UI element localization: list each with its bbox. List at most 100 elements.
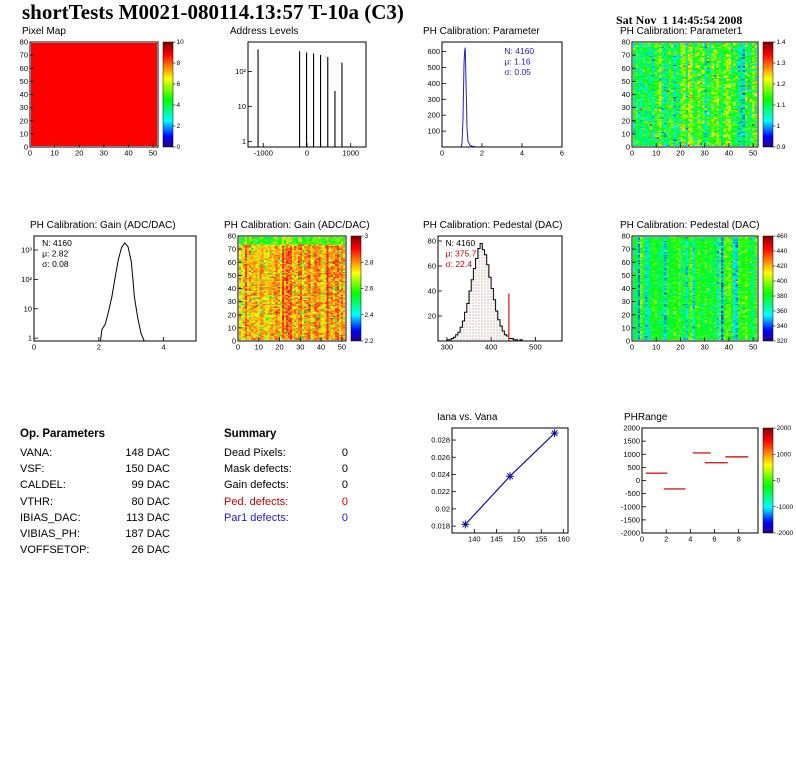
gain-map-panel: PH Calibration: Gain (ADC/DAC) 0 10 20 30 40… (216, 220, 382, 354)
svg-text:1.2: 1.2 (777, 81, 786, 88)
svg-text:σ: 0.05: σ: 0.05 (504, 67, 531, 77)
ph-parameter1-map-chart: 0 10 20 30 40 50 0 10 20 30 40 50 60 70 80 1.4 1.3 1.2 1.1… (610, 39, 794, 160)
summary-value: 0 (341, 447, 348, 459)
gain-map-title: PH Calibration: Gain (ADC/DAC) (224, 220, 370, 231)
svg-text:150: 150 (513, 535, 526, 544)
svg-text:10: 10 (20, 129, 28, 138)
summary-row-dead-pixels: Dead Pixels: 0 (224, 447, 348, 459)
param-value: 26 DAC (131, 544, 170, 557)
param-value: 148 DAC (125, 447, 170, 459)
svg-text:μ: 375.7: μ: 375.7 (445, 249, 476, 259)
svg-text:200: 200 (427, 111, 440, 120)
gain-hist-title: PH Calibration: Gain (ADC/DAC) (30, 220, 176, 231)
svg-text:0: 0 (636, 476, 640, 485)
svg-text:0: 0 (236, 343, 240, 352)
svg-text:10: 10 (24, 304, 32, 313)
param-value: 113 DAC (126, 511, 170, 524)
svg-text:-1000: -1000 (621, 502, 640, 511)
param-value: 150 DAC (125, 463, 170, 476)
svg-text:N: 4160: N: 4160 (42, 238, 72, 248)
svg-text:40: 40 (725, 149, 733, 158)
ph_calibration_pedestal_map-canvas (633, 237, 757, 340)
svg-text:N: 4160: N: 4160 (504, 46, 534, 56)
summary-label: Gain defects: (224, 479, 289, 492)
svg-text:50: 50 (338, 343, 346, 352)
svg-text:10: 10 (622, 323, 630, 332)
iana-vs-vana-panel: Iana vs. Vana 140 145 150 155 160 0.018 0.02 0.… (418, 412, 576, 546)
svg-text:20: 20 (676, 343, 684, 352)
svg-text:0: 0 (232, 337, 236, 346)
param-row-ibias-dac: IBIAS_DAC: 113 DAC (20, 512, 170, 524)
svg-text:8: 8 (737, 535, 741, 544)
svg-text:20: 20 (275, 343, 283, 352)
pixel-map-panel: Pixel Map 0 10 20 30 40 50 0 10 20 30 40 50 60 70 80 10… (8, 26, 194, 160)
param-label: CALDEL: (20, 479, 66, 492)
svg-text:10: 10 (177, 39, 185, 46)
pedestal-map-chart: 0 10 20 30 40 50 0 10 20 30 40 50 60 70 80 460 440 420 400… (610, 233, 794, 354)
svg-text:1: 1 (777, 123, 781, 130)
svg-text:0: 0 (24, 143, 28, 152)
svg-text:155: 155 (535, 535, 548, 544)
svg-text:460: 460 (777, 233, 788, 240)
param-row-voffsetop: VOFFSETOP: 26 DAC (20, 544, 170, 556)
svg-text:420: 420 (777, 263, 788, 270)
svg-text:1.1: 1.1 (777, 102, 786, 109)
param-row-vibias-ph: VIBIAS_PH: 187 DAC (20, 528, 170, 540)
svg-text:μ: 1.16: μ: 1.16 (504, 57, 530, 67)
gain-hist-panel: PH Calibration: Gain (ADC/DAC) 0 2 4 1 10 10²… (8, 220, 206, 354)
svg-text:0: 0 (626, 337, 630, 346)
param-label: VTHR: (20, 495, 53, 508)
svg-text:2.8: 2.8 (365, 259, 374, 266)
svg-text:1000: 1000 (342, 149, 359, 158)
param-row-caldel: CALDEL: 99 DAC (20, 479, 170, 491)
svg-text:70: 70 (622, 245, 630, 254)
svg-text:20: 20 (676, 149, 684, 158)
pixel_map-canvas (31, 43, 157, 146)
iana-vs-vana-chart: 140 145 150 155 160 0.018 0.02 0.022 0.024 0.026 0… (418, 425, 576, 546)
address-levels-title: Address Levels (230, 26, 299, 37)
svg-text:10²: 10² (235, 67, 246, 76)
svg-text:0.028: 0.028 (431, 436, 450, 445)
svg-text:160: 160 (557, 535, 570, 544)
svg-text:50: 50 (622, 271, 630, 280)
svg-text:70: 70 (228, 245, 236, 254)
svg-text:8: 8 (177, 60, 181, 67)
svg-text:20: 20 (75, 149, 83, 158)
svg-text:0.026: 0.026 (431, 453, 450, 462)
ph_calibration_parameter1-canvas (633, 43, 757, 146)
pixel-map-chart: 0 10 20 30 40 50 0 10 20 30 40 50 60 70 80 10 8 6 4 2 0 (8, 39, 194, 160)
summary-label: Par1 defects: (224, 511, 289, 524)
svg-text:1: 1 (28, 334, 32, 343)
svg-text:1: 1 (242, 137, 246, 146)
svg-text:30: 30 (622, 103, 630, 112)
phrange-title: PHRange (624, 412, 668, 423)
summary-value: 0 (341, 463, 348, 476)
svg-text:320: 320 (777, 338, 788, 345)
svg-text:80: 80 (622, 233, 630, 241)
param-label: VANA: (20, 447, 53, 459)
svg-text:40: 40 (622, 90, 630, 99)
svg-text:0: 0 (177, 144, 181, 151)
svg-text:2: 2 (97, 343, 101, 352)
svg-text:-1000: -1000 (254, 149, 273, 158)
address_levels-svg: -1000 0 1000 1 10 10² (235, 41, 367, 158)
svg-text:500: 500 (529, 343, 542, 352)
svg-text:60: 60 (20, 64, 28, 73)
svg-text:2000: 2000 (623, 425, 640, 433)
svg-text:0.9: 0.9 (777, 144, 786, 151)
iana_vs_vana-svg: 140 145 150 155 160 0.018 0.02 0.022 0.024 0.026 0… (431, 427, 570, 544)
param-row-vthr: VTHR: 80 DAC (20, 496, 170, 508)
param-label: VSF: (20, 463, 45, 476)
svg-text:3: 3 (365, 233, 369, 240)
summary-label: Dead Pixels: (224, 447, 286, 459)
svg-text:10: 10 (652, 343, 660, 352)
svg-text:500: 500 (427, 63, 440, 72)
svg-text:1000: 1000 (777, 451, 792, 458)
svg-text:0.02: 0.02 (435, 504, 450, 513)
svg-text:40: 40 (20, 90, 28, 99)
gain-hist-chart: 0 2 4 1 10 10² 10³ N: 4160 μ: 2.82 σ: 0.08 (8, 233, 206, 354)
